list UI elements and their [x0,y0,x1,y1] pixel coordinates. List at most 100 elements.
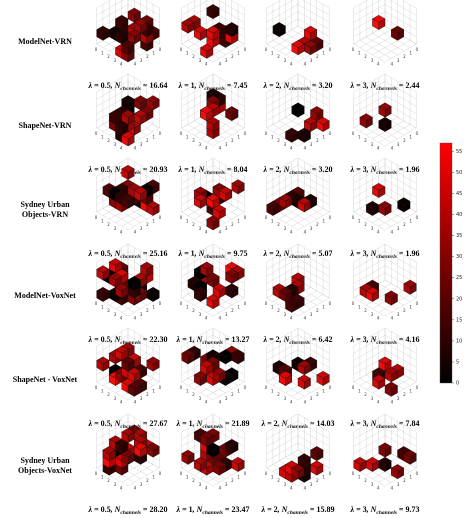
axis-tick-label: 2 [316,138,319,143]
axis-tick-label: 1 [358,135,361,140]
axis-tick-label: 3 [140,226,143,231]
caption-part: = [310,165,319,174]
voxel-face [378,120,386,132]
voxel-face [297,363,305,376]
grid-line [353,428,386,447]
grid-line [297,81,330,100]
grid-line [353,349,386,368]
grid-line [384,335,417,354]
grid-line [384,11,417,30]
grid-line [297,11,330,30]
voxel-face [206,29,214,41]
grid-line [212,421,245,440]
voxel-face [102,449,110,462]
axis-tick-label: 3 [199,58,202,63]
axis-tick-label: 3 [284,482,287,487]
axis-tick-label: 3 [225,226,228,231]
grid-line [266,449,299,469]
grid-line [266,81,299,100]
grid-line [187,124,220,143]
grid-line [297,73,330,93]
colorbar-tick-label: 20 [456,296,462,302]
axis-tick-label: 3 [225,396,228,401]
axis-tick-label: 0 [244,385,247,390]
grid-line [384,349,417,368]
voxel-face [397,200,404,213]
grid-line [297,179,330,198]
voxel-face [134,446,141,458]
grid-line [401,0,417,9]
caption-part: = [397,335,406,344]
grid-line [181,43,214,63]
voxel-face [146,360,154,372]
axis-tick-label: 0 [95,131,98,136]
axis-tick-label: 4 [391,315,394,320]
axis-tick-label: 1 [186,475,189,480]
axis-tick-label: 0 [265,131,268,136]
caption-part: 6.42 [318,335,332,344]
axis-tick-label: 2 [316,308,319,313]
caption-part: λ = [261,505,274,514]
voxel-face [366,290,373,302]
grid-line [353,157,386,177]
voxel-face [206,197,214,209]
grid-line [384,297,417,317]
grid-line [266,43,299,63]
grid-line [127,157,160,177]
grid-line [384,127,417,147]
axis-tick-label: 2 [277,478,280,483]
grid-line [96,335,129,354]
grid-line [127,73,160,93]
axis-tick-label: 1 [186,135,189,140]
axis-tick-label: 1 [186,219,189,224]
voxel-face [272,25,280,38]
axis-tick-label: 1 [101,389,104,394]
caption-part: = [223,505,232,514]
axis-tick-label: 1 [186,305,189,310]
grid-line [353,327,386,347]
axis-tick-label: 1 [186,389,189,394]
caption-part: 3.20 [318,165,332,174]
axis-tick-label: 3 [225,142,228,147]
colorbar-tick-label: 30 [456,254,462,260]
grid-line [297,335,330,354]
voxel-face [121,168,129,180]
caption: λ = 3, Nchannels = 9.73 [350,505,420,516]
voxel-face [391,467,398,480]
grid-line [212,43,245,63]
caption-part: channels [202,340,222,346]
grid-line [266,421,299,440]
caption-part: , N [279,165,291,174]
caption-part: λ = [176,505,189,514]
grid-line [353,179,386,198]
caption-part: 2 [276,249,280,258]
axis-tick-label: 4 [205,315,208,320]
voxel-face [212,286,220,299]
caption-part: 7.84 [405,419,419,428]
voxel-face [181,352,189,365]
axis-tick-label: 4 [391,229,394,234]
caption-part: λ = [176,335,189,344]
axis-tick-label: 1 [101,219,104,224]
axis-tick-label: 3 [310,226,313,231]
axis-tick-label: 0 [180,471,183,476]
voxel-face [291,43,299,56]
grid-line [181,0,209,16]
grid-line [212,297,245,317]
grid-line [285,117,317,136]
axis-tick-label: 3 [225,482,228,487]
grid-line [353,73,386,93]
caption-part: = [141,81,150,90]
axis-tick-label: 4 [377,61,380,66]
axis-tick-label: 4 [290,229,293,234]
row-label: ShapeNet-VRN [19,121,72,130]
colorbar-tick-label: 0 [456,381,459,387]
caption-part: 3 [363,249,367,258]
axis-tick-label: 3 [310,482,313,487]
axis-tick-label: 1 [101,475,104,480]
grid-line [229,0,245,9]
voxel-face [279,197,286,209]
grid-line [302,0,330,16]
axis-tick-label: 1 [271,305,274,310]
voxel-face [127,370,135,383]
